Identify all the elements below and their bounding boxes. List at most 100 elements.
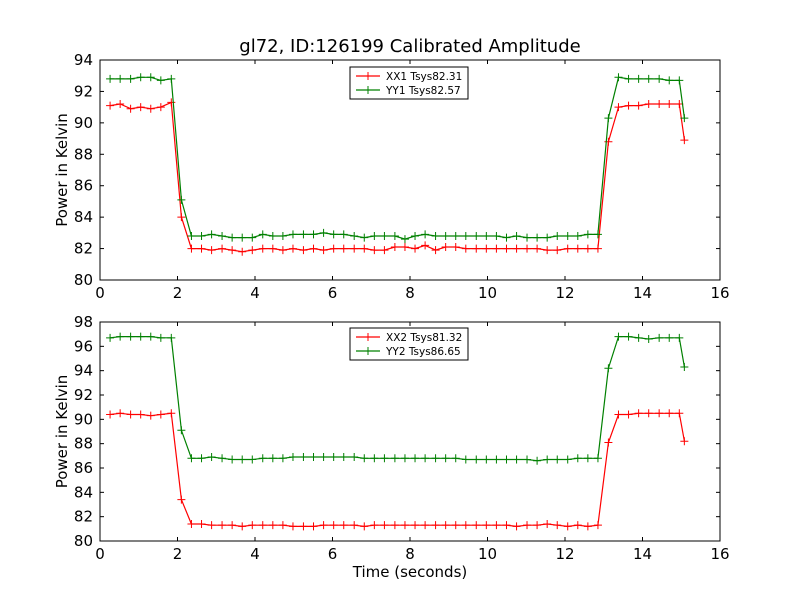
data-point <box>655 333 664 342</box>
data-point <box>278 232 287 240</box>
data-point <box>339 521 348 530</box>
y-tick-label: 90 <box>74 410 93 428</box>
data-point <box>299 522 308 531</box>
data-point <box>329 453 338 462</box>
data-point <box>167 74 176 83</box>
legend-box <box>349 327 469 361</box>
data-point <box>258 454 267 463</box>
data-point <box>339 230 348 239</box>
data-point <box>553 521 562 530</box>
data-point <box>380 246 389 255</box>
data-point <box>360 233 369 242</box>
data-point <box>655 100 664 108</box>
data-point <box>563 244 572 253</box>
data-point <box>482 455 491 464</box>
data-point <box>207 453 216 462</box>
data-point <box>492 244 501 253</box>
y-tick-label: 82 <box>74 508 93 526</box>
data-point <box>339 453 348 462</box>
data-point <box>248 521 257 530</box>
y-tick-label: 96 <box>74 337 93 355</box>
data-point <box>187 232 196 240</box>
data-point <box>207 521 216 530</box>
y-tick-label: 88 <box>74 435 93 453</box>
data-point <box>563 455 572 464</box>
data-point <box>583 454 592 463</box>
data-point <box>634 74 643 83</box>
data-point <box>614 332 623 341</box>
data-point <box>614 410 623 419</box>
data-point <box>573 521 582 530</box>
data-point <box>644 409 653 418</box>
data-point <box>634 409 643 418</box>
data-point <box>350 244 359 253</box>
data-point <box>553 232 562 240</box>
data-point <box>644 100 653 108</box>
data-point <box>492 455 501 464</box>
data-point <box>146 411 155 420</box>
data-point <box>680 363 689 372</box>
data-point <box>329 521 338 530</box>
data-point <box>614 73 623 82</box>
data-point <box>675 76 684 85</box>
data-point <box>268 521 277 530</box>
data-point <box>167 98 176 107</box>
legend-entry: XX1 Tsys82.31 <box>386 71 462 83</box>
data-point <box>472 455 481 464</box>
data-point <box>543 455 552 464</box>
data-point <box>624 74 633 83</box>
data-point <box>238 247 247 256</box>
data-point <box>319 521 328 530</box>
data-point <box>390 232 399 240</box>
data-point <box>461 455 470 464</box>
data-point <box>512 455 521 464</box>
series-line-yy2 <box>110 336 685 462</box>
y-tick-label: 86 <box>74 459 93 477</box>
data-point <box>218 521 227 530</box>
x-tick-label: 4 <box>250 545 260 563</box>
data-point <box>350 232 359 240</box>
data-point <box>278 454 287 463</box>
x-tick-label: 10 <box>478 284 497 302</box>
data-point <box>116 100 125 108</box>
x-tick-label: 16 <box>710 545 729 563</box>
data-point <box>218 232 227 240</box>
x-tick-label: 12 <box>555 284 574 302</box>
data-point <box>472 521 481 530</box>
data-point <box>228 455 237 464</box>
data-point <box>106 74 115 83</box>
data-point <box>197 232 206 240</box>
data-point <box>583 244 592 253</box>
data-point <box>441 232 450 240</box>
data-point <box>644 335 653 344</box>
data-point <box>390 521 399 530</box>
data-point <box>665 333 674 342</box>
data-point <box>106 333 115 342</box>
legend-marker <box>364 86 372 94</box>
data-point <box>675 409 684 418</box>
data-point <box>278 246 287 255</box>
data-point <box>523 521 532 530</box>
data-point <box>146 104 155 113</box>
legend-marker <box>364 333 372 341</box>
data-point <box>502 455 511 464</box>
y-tick-label: 94 <box>74 362 93 380</box>
data-point <box>431 246 440 255</box>
data-point <box>299 453 308 462</box>
data-point <box>116 332 125 341</box>
data-point <box>411 232 420 240</box>
data-point <box>126 410 135 419</box>
data-point <box>421 230 430 239</box>
data-point <box>543 233 552 242</box>
data-point <box>461 244 470 253</box>
data-point <box>604 114 613 123</box>
data-point <box>573 244 582 253</box>
data-point <box>533 233 542 242</box>
data-point <box>258 230 267 239</box>
data-point <box>238 233 247 242</box>
data-point <box>421 521 430 530</box>
data-point <box>583 230 592 239</box>
data-point <box>665 76 674 85</box>
data-point <box>228 233 237 242</box>
